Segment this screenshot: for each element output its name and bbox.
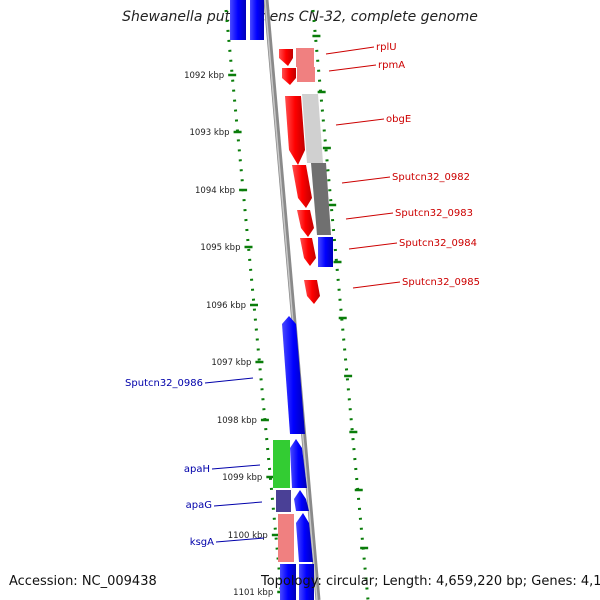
tick-label: 1097 kbp — [211, 358, 251, 368]
tick-label: 1096 kbp — [206, 301, 246, 311]
backbone-highlight — [264, 0, 318, 600]
tick-label: 1093 kbp — [190, 128, 230, 138]
feature-bottom-partial — [280, 564, 314, 600]
gene-label-ksgA: ksgA — [190, 537, 214, 548]
feature-Sputcn32_0984 — [300, 237, 333, 267]
feature-apaH — [273, 439, 307, 488]
accession-text: Accession: NC_009438 — [9, 574, 157, 589]
gene-label-obgE: obgE — [386, 114, 411, 125]
gene-label-rpmA: rpmA — [378, 60, 405, 71]
gene-label-Sputcn32_0986: Sputcn32_0986 — [125, 378, 203, 389]
gene-label-apaH: apaH — [184, 464, 210, 475]
feature-rplU — [279, 48, 314, 67]
tick-label: 1092 kbp — [184, 71, 224, 81]
scale-ticks: 1092 kbp 1093 kbp 1094 kbp 1095 kbp 1096 kbp… — [184, 71, 286, 598]
feature-Sputcn32_0986 — [282, 316, 305, 434]
feature-Sputcn32_0982 — [292, 163, 331, 235]
tick-label: 1098 kbp — [217, 416, 257, 426]
gene-label-Sputcn32_0985: Sputcn32_0985 — [402, 277, 480, 288]
feature-Sputcn32_0985 — [304, 280, 320, 304]
left-leaders — [204, 377, 265, 543]
map-title: Shewanella putrefaciens CN-32, complete … — [122, 9, 478, 25]
tick-label: 1095 kbp — [200, 243, 240, 253]
right-gene-labels: rplU rpmA obgE Sputcn32_0982 Sputcn32_0983 Sp… — [376, 42, 480, 288]
tick-label: 1100 kbp — [228, 531, 268, 541]
topology-text: Topology: circular; Length: 4,659,220 bp… — [261, 574, 600, 589]
tick-label: 1101 kbp — [233, 588, 273, 598]
feature-obgE — [285, 94, 323, 165]
backbone — [263, 0, 321, 600]
feature-rpmA — [282, 67, 315, 85]
gene-top-partial — [230, 0, 264, 40]
gene-label-apaG: apaG — [186, 500, 212, 511]
feature-Sputcn32_0983 — [297, 210, 314, 237]
gene-label-Sputcn32_0982: Sputcn32_0982 — [392, 172, 470, 183]
tick-label: 1099 kbp — [222, 473, 262, 483]
gc-skew-line-right — [311, 9, 370, 600]
feature-ksgA — [278, 513, 313, 562]
gene-label-Sputcn32_0984: Sputcn32_0984 — [399, 238, 477, 249]
gene-label-rplU: rplU — [376, 42, 397, 53]
tick-label: 1094 kbp — [195, 186, 235, 196]
gc-bars — [312, 34, 369, 550]
left-gene-labels: Sputcn32_0986 apaH apaG ksgA — [125, 378, 214, 548]
right-leaders — [325, 46, 401, 289]
feature-apaG — [276, 490, 309, 512]
gene-label-Sputcn32_0983: Sputcn32_0983 — [395, 208, 473, 219]
